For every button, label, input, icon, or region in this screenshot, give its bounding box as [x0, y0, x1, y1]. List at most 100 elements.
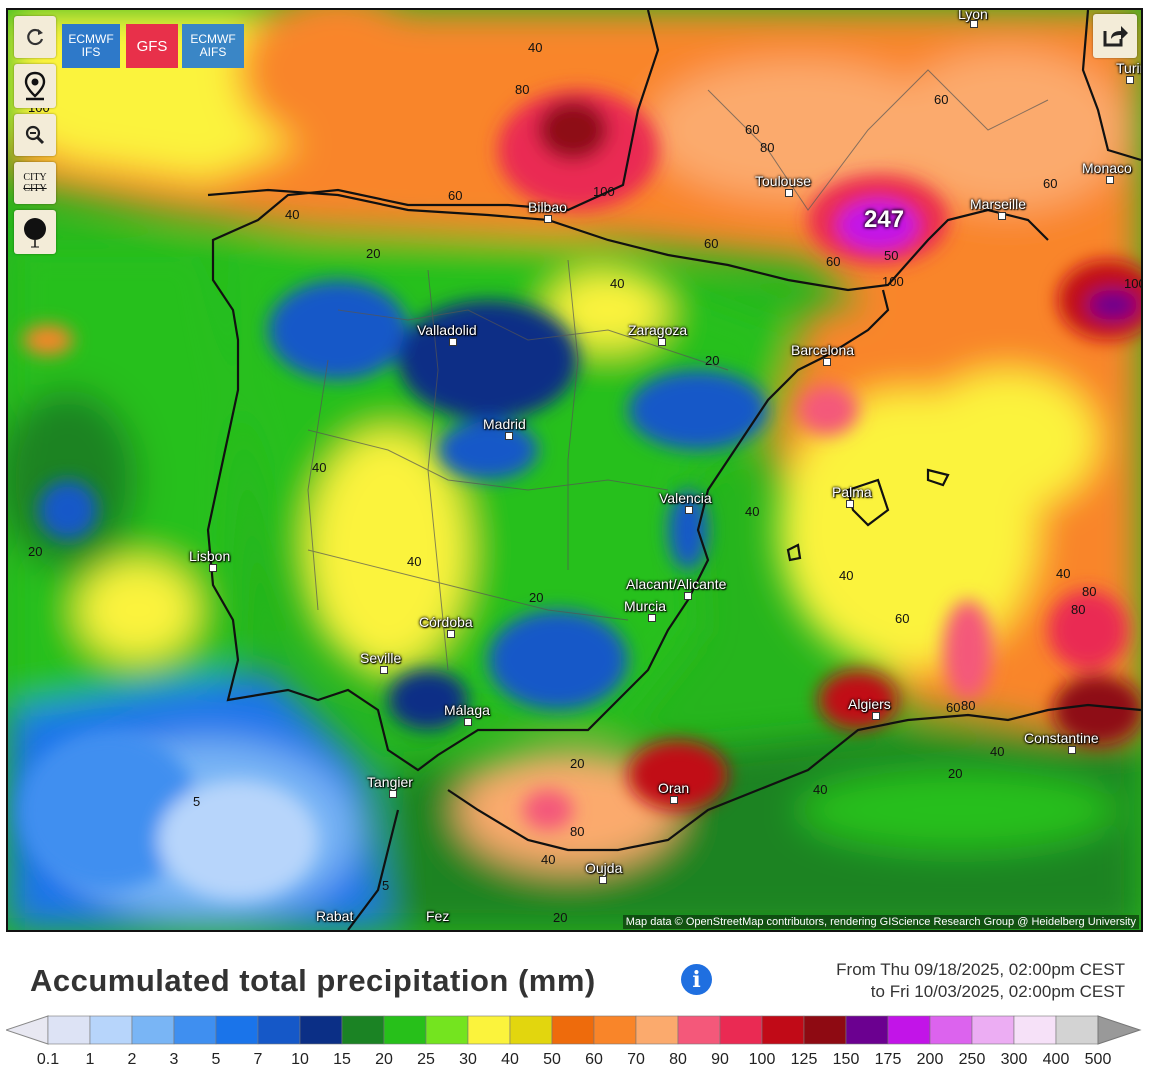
city-fez[interactable]: Fez	[426, 908, 449, 924]
scale-swatch	[89, 1015, 133, 1045]
city-marker	[447, 630, 455, 638]
city-oran[interactable]: Oran	[658, 780, 690, 804]
city-label: Rabat	[316, 908, 354, 924]
city-toulouse[interactable]: Toulouse	[755, 173, 811, 197]
city-oujda[interactable]: Oujda	[585, 860, 623, 884]
city-marker	[998, 212, 1006, 220]
city-marker	[209, 564, 217, 572]
city-marker	[505, 432, 513, 440]
city-marker	[846, 500, 854, 508]
scale-tick-label: 2	[127, 1051, 137, 1068]
scale-tick-label: 90	[711, 1051, 729, 1068]
contour-label: 60	[448, 188, 463, 203]
city-algiers[interactable]: Algiers	[848, 696, 891, 720]
city-label: Palma	[832, 484, 872, 500]
scale-tick-label: 175	[874, 1051, 902, 1068]
scale-min-arrow	[6, 1015, 49, 1045]
model-ecmwf-aifs-button[interactable]: ECMWF AIFS	[182, 24, 244, 68]
contour-label: 40	[285, 207, 300, 222]
city-label: Murcia	[624, 598, 667, 614]
scale-swatch	[803, 1015, 847, 1045]
city-rabat[interactable]: Rabat	[316, 908, 353, 924]
city-madrid[interactable]: Madrid	[483, 416, 526, 440]
city-marker	[823, 358, 831, 366]
scale-tick-label: 50	[543, 1051, 561, 1068]
scale-swatch	[383, 1015, 427, 1045]
city-valencia[interactable]: Valencia	[659, 490, 712, 514]
scale-tick-label: 40	[501, 1051, 519, 1068]
scale-swatch	[929, 1015, 973, 1045]
city-label: Algiers	[848, 696, 891, 712]
city-constantine[interactable]: Constantine	[1024, 730, 1099, 754]
city-valladolid[interactable]: Valladolid	[417, 322, 477, 346]
city-marker	[544, 215, 552, 223]
contour-label: 20	[948, 766, 963, 781]
marker-button[interactable]	[14, 210, 56, 254]
scale-swatch	[341, 1015, 385, 1045]
contour-label: 80	[1082, 584, 1097, 599]
city-marker	[684, 592, 692, 600]
location-button[interactable]	[14, 64, 56, 108]
city-lyon[interactable]: Lyon	[958, 10, 988, 28]
city-label: Oujda	[585, 860, 623, 876]
contour-label: 20	[28, 544, 43, 559]
city-label: Tangier	[367, 774, 413, 790]
city-turin[interactable]: Turin	[1116, 60, 1141, 84]
contour-label: 100	[882, 274, 904, 289]
city-lisbon[interactable]: Lisbon	[189, 548, 230, 572]
city-monaco[interactable]: Monaco	[1082, 160, 1132, 184]
city-bilbao[interactable]: Bilbao	[528, 199, 567, 223]
city-palma[interactable]: Palma	[832, 484, 872, 508]
city-alicante[interactable]: Alacant/Alicante	[626, 576, 726, 600]
city-marker	[670, 796, 678, 804]
scale-tick-label: 100	[748, 1051, 776, 1068]
share-button[interactable]	[1093, 14, 1137, 58]
city-seville[interactable]: Seville	[360, 650, 402, 674]
model-gfs-button[interactable]: GFS	[126, 24, 178, 68]
city-murcia[interactable]: Murcia	[624, 598, 667, 622]
city-malaga[interactable]: Málaga	[444, 702, 490, 726]
period-to: to Fri 10/03/2025, 02:00pm CEST	[870, 982, 1125, 1001]
city-label: Barcelona	[791, 342, 855, 358]
scale-swatch	[131, 1015, 175, 1045]
city-label: Turin	[1116, 60, 1141, 76]
scale-swatch	[1013, 1015, 1057, 1045]
city-label: Córdoba	[419, 614, 473, 630]
model-label: ECMWF	[68, 32, 114, 46]
city-cordoba[interactable]: Córdoba	[419, 614, 473, 638]
city-labels-toggle[interactable]: CITY CITY	[14, 162, 56, 204]
scale-tick-label: 80	[669, 1051, 687, 1068]
city-zaragoza[interactable]: Zaragoza	[628, 322, 687, 346]
contour-label: 40	[813, 782, 828, 797]
forecast-period: From Thu 09/18/2025, 02:00pm CEST to Fri…	[836, 959, 1125, 1003]
scale-tick-label: 3	[169, 1051, 179, 1068]
contour-label: 20	[705, 353, 720, 368]
city-tangier[interactable]: Tangier	[367, 774, 413, 798]
precipitation-map[interactable]: 40 80 60 60 80 100 60 40 60 20 40 20 100…	[6, 8, 1143, 932]
city-barcelona[interactable]: Barcelona	[791, 342, 855, 366]
scale-tick-label: 200	[916, 1051, 944, 1068]
period-from: From Thu 09/18/2025, 02:00pm CEST	[836, 960, 1125, 979]
scale-swatch	[173, 1015, 217, 1045]
city-label: Marseille	[970, 196, 1027, 212]
contour-label: 5	[382, 878, 390, 893]
city-marseille[interactable]: Marseille	[970, 196, 1027, 220]
refresh-button[interactable]	[14, 16, 56, 58]
model-ecmwf-ifs-button[interactable]: ECMWF IFS	[62, 24, 120, 68]
marker-icon	[24, 218, 46, 248]
city-marker	[1126, 76, 1134, 84]
zoom-out-button[interactable]	[14, 114, 56, 156]
contour-label: 60	[946, 700, 961, 715]
city-label: Oran	[658, 780, 690, 796]
contour-label: 80	[1071, 602, 1086, 617]
city-marker	[685, 506, 693, 514]
zoom-out-icon	[25, 125, 45, 145]
info-icon[interactable]: i	[681, 964, 712, 995]
scale-swatch	[635, 1015, 679, 1045]
precipitation-field	[8, 10, 1141, 930]
scale-tick-label: 15	[333, 1051, 351, 1068]
scale-swatch	[593, 1015, 637, 1045]
model-label: AIFS	[199, 45, 227, 59]
scale-swatch	[467, 1015, 511, 1045]
city-label: Seville	[360, 650, 402, 666]
